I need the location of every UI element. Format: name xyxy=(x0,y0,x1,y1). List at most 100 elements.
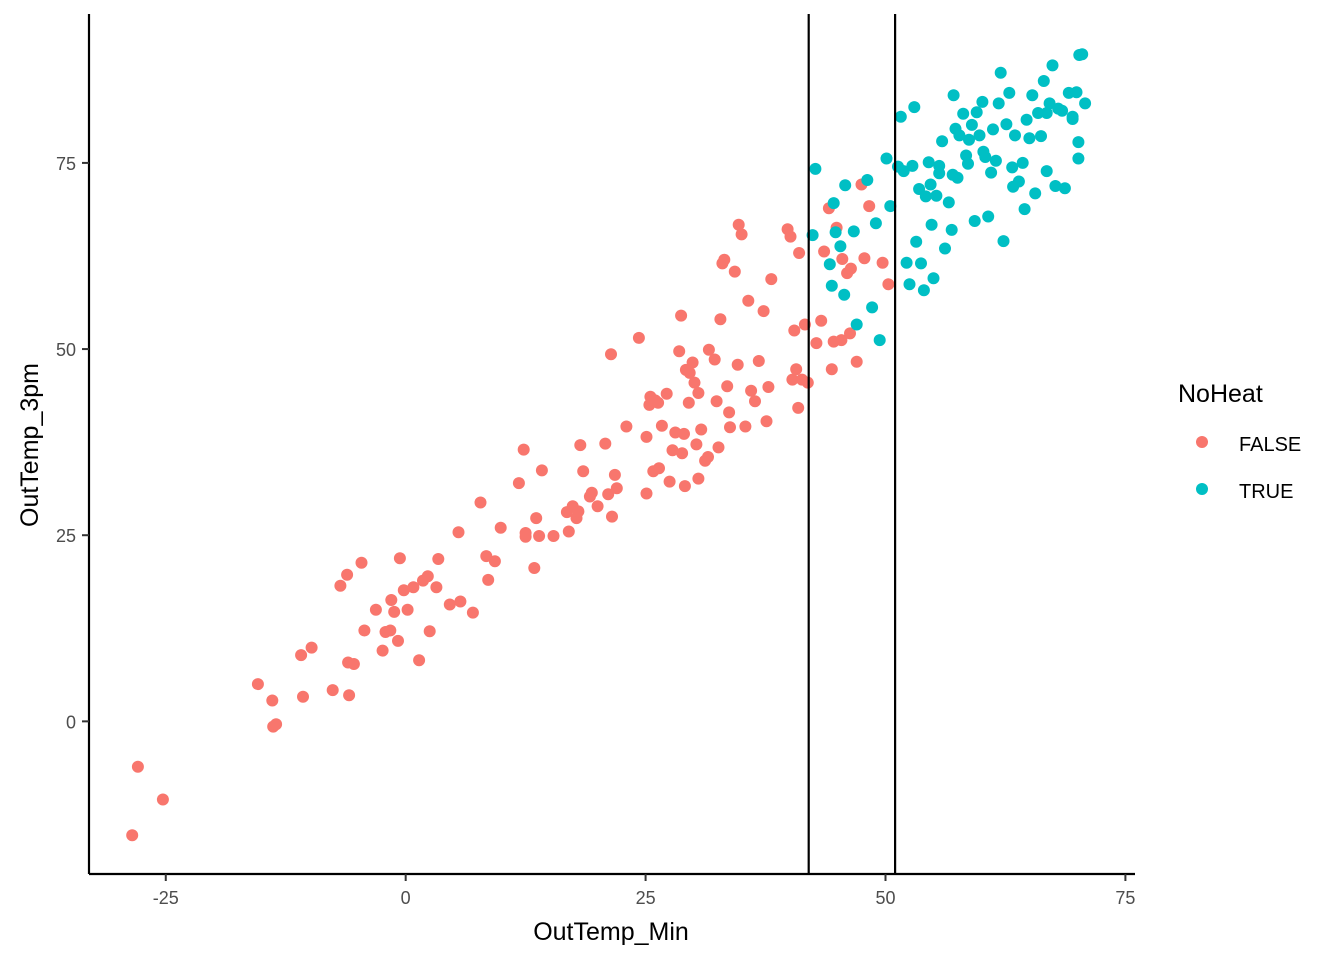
point-true-3 xyxy=(825,279,838,292)
point-false-113 xyxy=(735,228,748,241)
point-false-86 xyxy=(676,447,689,460)
point-false-87 xyxy=(678,427,690,440)
point-false-17 xyxy=(358,624,371,637)
point-true-58 xyxy=(1000,118,1013,131)
point-false-78 xyxy=(653,462,665,475)
point-false-129 xyxy=(793,247,806,259)
point-false-84 xyxy=(673,345,686,358)
point-true-6 xyxy=(834,240,847,253)
point-false-145 xyxy=(850,355,863,368)
point-false-117 xyxy=(749,395,761,408)
point-true-11 xyxy=(861,174,874,186)
point-true-1 xyxy=(809,162,822,175)
point-false-12 xyxy=(341,568,354,581)
point-false-67 xyxy=(608,468,621,481)
point-false-150 xyxy=(882,278,895,291)
x-tick-label: 0 xyxy=(401,888,411,908)
point-true-18 xyxy=(894,110,907,123)
point-false-10 xyxy=(326,684,339,697)
point-false-21 xyxy=(384,624,397,637)
point-true-38 xyxy=(947,89,960,102)
point-false-50 xyxy=(533,530,546,542)
point-false-124 xyxy=(784,230,797,243)
point-true-35 xyxy=(939,242,951,255)
point-false-44 xyxy=(512,477,525,490)
point-false-59 xyxy=(577,465,590,478)
point-true-93 xyxy=(933,159,946,172)
point-false-33 xyxy=(430,581,443,594)
point-false-63 xyxy=(599,437,612,450)
point-false-1 xyxy=(131,760,144,773)
point-true-60 xyxy=(1006,161,1019,174)
point-true-74 xyxy=(1049,180,1062,192)
point-false-26 xyxy=(397,584,410,597)
point-false-127 xyxy=(790,363,803,376)
point-false-23 xyxy=(388,605,401,618)
point-true-72 xyxy=(1043,97,1056,110)
legend-label-false: FALSE xyxy=(1239,434,1301,456)
point-false-97 xyxy=(695,423,708,436)
point-true-88 xyxy=(1018,203,1031,216)
point-false-11 xyxy=(334,579,347,592)
x-axis-title: OutTemp_Min xyxy=(533,918,689,946)
point-true-70 xyxy=(1037,75,1050,87)
point-false-62 xyxy=(591,500,604,513)
y-tick-label: 25 xyxy=(56,526,76,546)
y-axis-ticks: 0 25 50 75 xyxy=(56,154,89,732)
point-true-51 xyxy=(982,210,995,223)
legend-key-true xyxy=(1196,483,1208,495)
point-false-4 xyxy=(266,694,279,707)
point-false-149 xyxy=(876,256,889,269)
legend-label-true: TRUE xyxy=(1239,481,1293,503)
point-true-90 xyxy=(977,145,990,158)
point-false-8 xyxy=(297,690,309,703)
vertical-lines xyxy=(807,14,897,874)
point-false-41 xyxy=(482,573,495,586)
point-true-68 xyxy=(1032,107,1045,119)
point-true-22 xyxy=(906,159,919,172)
point-true-66 xyxy=(1026,89,1039,102)
point-false-47 xyxy=(519,527,532,539)
point-true-31 xyxy=(927,272,940,285)
point-true-57 xyxy=(997,235,1010,248)
point-false-71 xyxy=(640,487,653,500)
point-false-72 xyxy=(640,430,653,443)
point-true-23 xyxy=(908,101,921,114)
point-false-14 xyxy=(343,689,356,702)
point-false-109 xyxy=(724,421,736,434)
point-true-80 xyxy=(1070,86,1083,99)
point-false-28 xyxy=(407,581,420,594)
point-false-58 xyxy=(574,439,587,452)
point-false-69 xyxy=(620,420,633,433)
point-false-22 xyxy=(385,594,398,606)
point-true-85 xyxy=(1072,152,1085,165)
point-true-59 xyxy=(1003,86,1016,99)
point-false-6 xyxy=(270,718,283,731)
point-false-15 xyxy=(347,658,360,670)
point-false-112 xyxy=(732,218,745,231)
point-true-20 xyxy=(900,256,913,269)
point-false-68 xyxy=(610,482,623,495)
point-false-57 xyxy=(572,505,585,518)
point-true-91 xyxy=(962,157,974,170)
point-false-100 xyxy=(702,343,715,356)
point-false-35 xyxy=(443,598,456,611)
point-false-65 xyxy=(605,348,617,361)
point-true-32 xyxy=(930,189,943,202)
point-true-87 xyxy=(1040,165,1053,178)
point-false-106 xyxy=(718,253,731,266)
point-false-31 xyxy=(421,570,434,583)
point-false-29 xyxy=(413,654,426,667)
y-tick-label: 50 xyxy=(56,340,76,360)
point-false-52 xyxy=(547,530,560,542)
point-true-14 xyxy=(873,334,886,347)
point-false-116 xyxy=(745,384,758,397)
point-false-115 xyxy=(742,294,755,307)
point-false-49 xyxy=(530,512,543,525)
point-true-4 xyxy=(827,197,840,210)
point-false-64 xyxy=(602,488,615,501)
point-true-44 xyxy=(963,133,975,146)
point-true-19 xyxy=(897,165,910,178)
point-false-134 xyxy=(815,314,828,327)
